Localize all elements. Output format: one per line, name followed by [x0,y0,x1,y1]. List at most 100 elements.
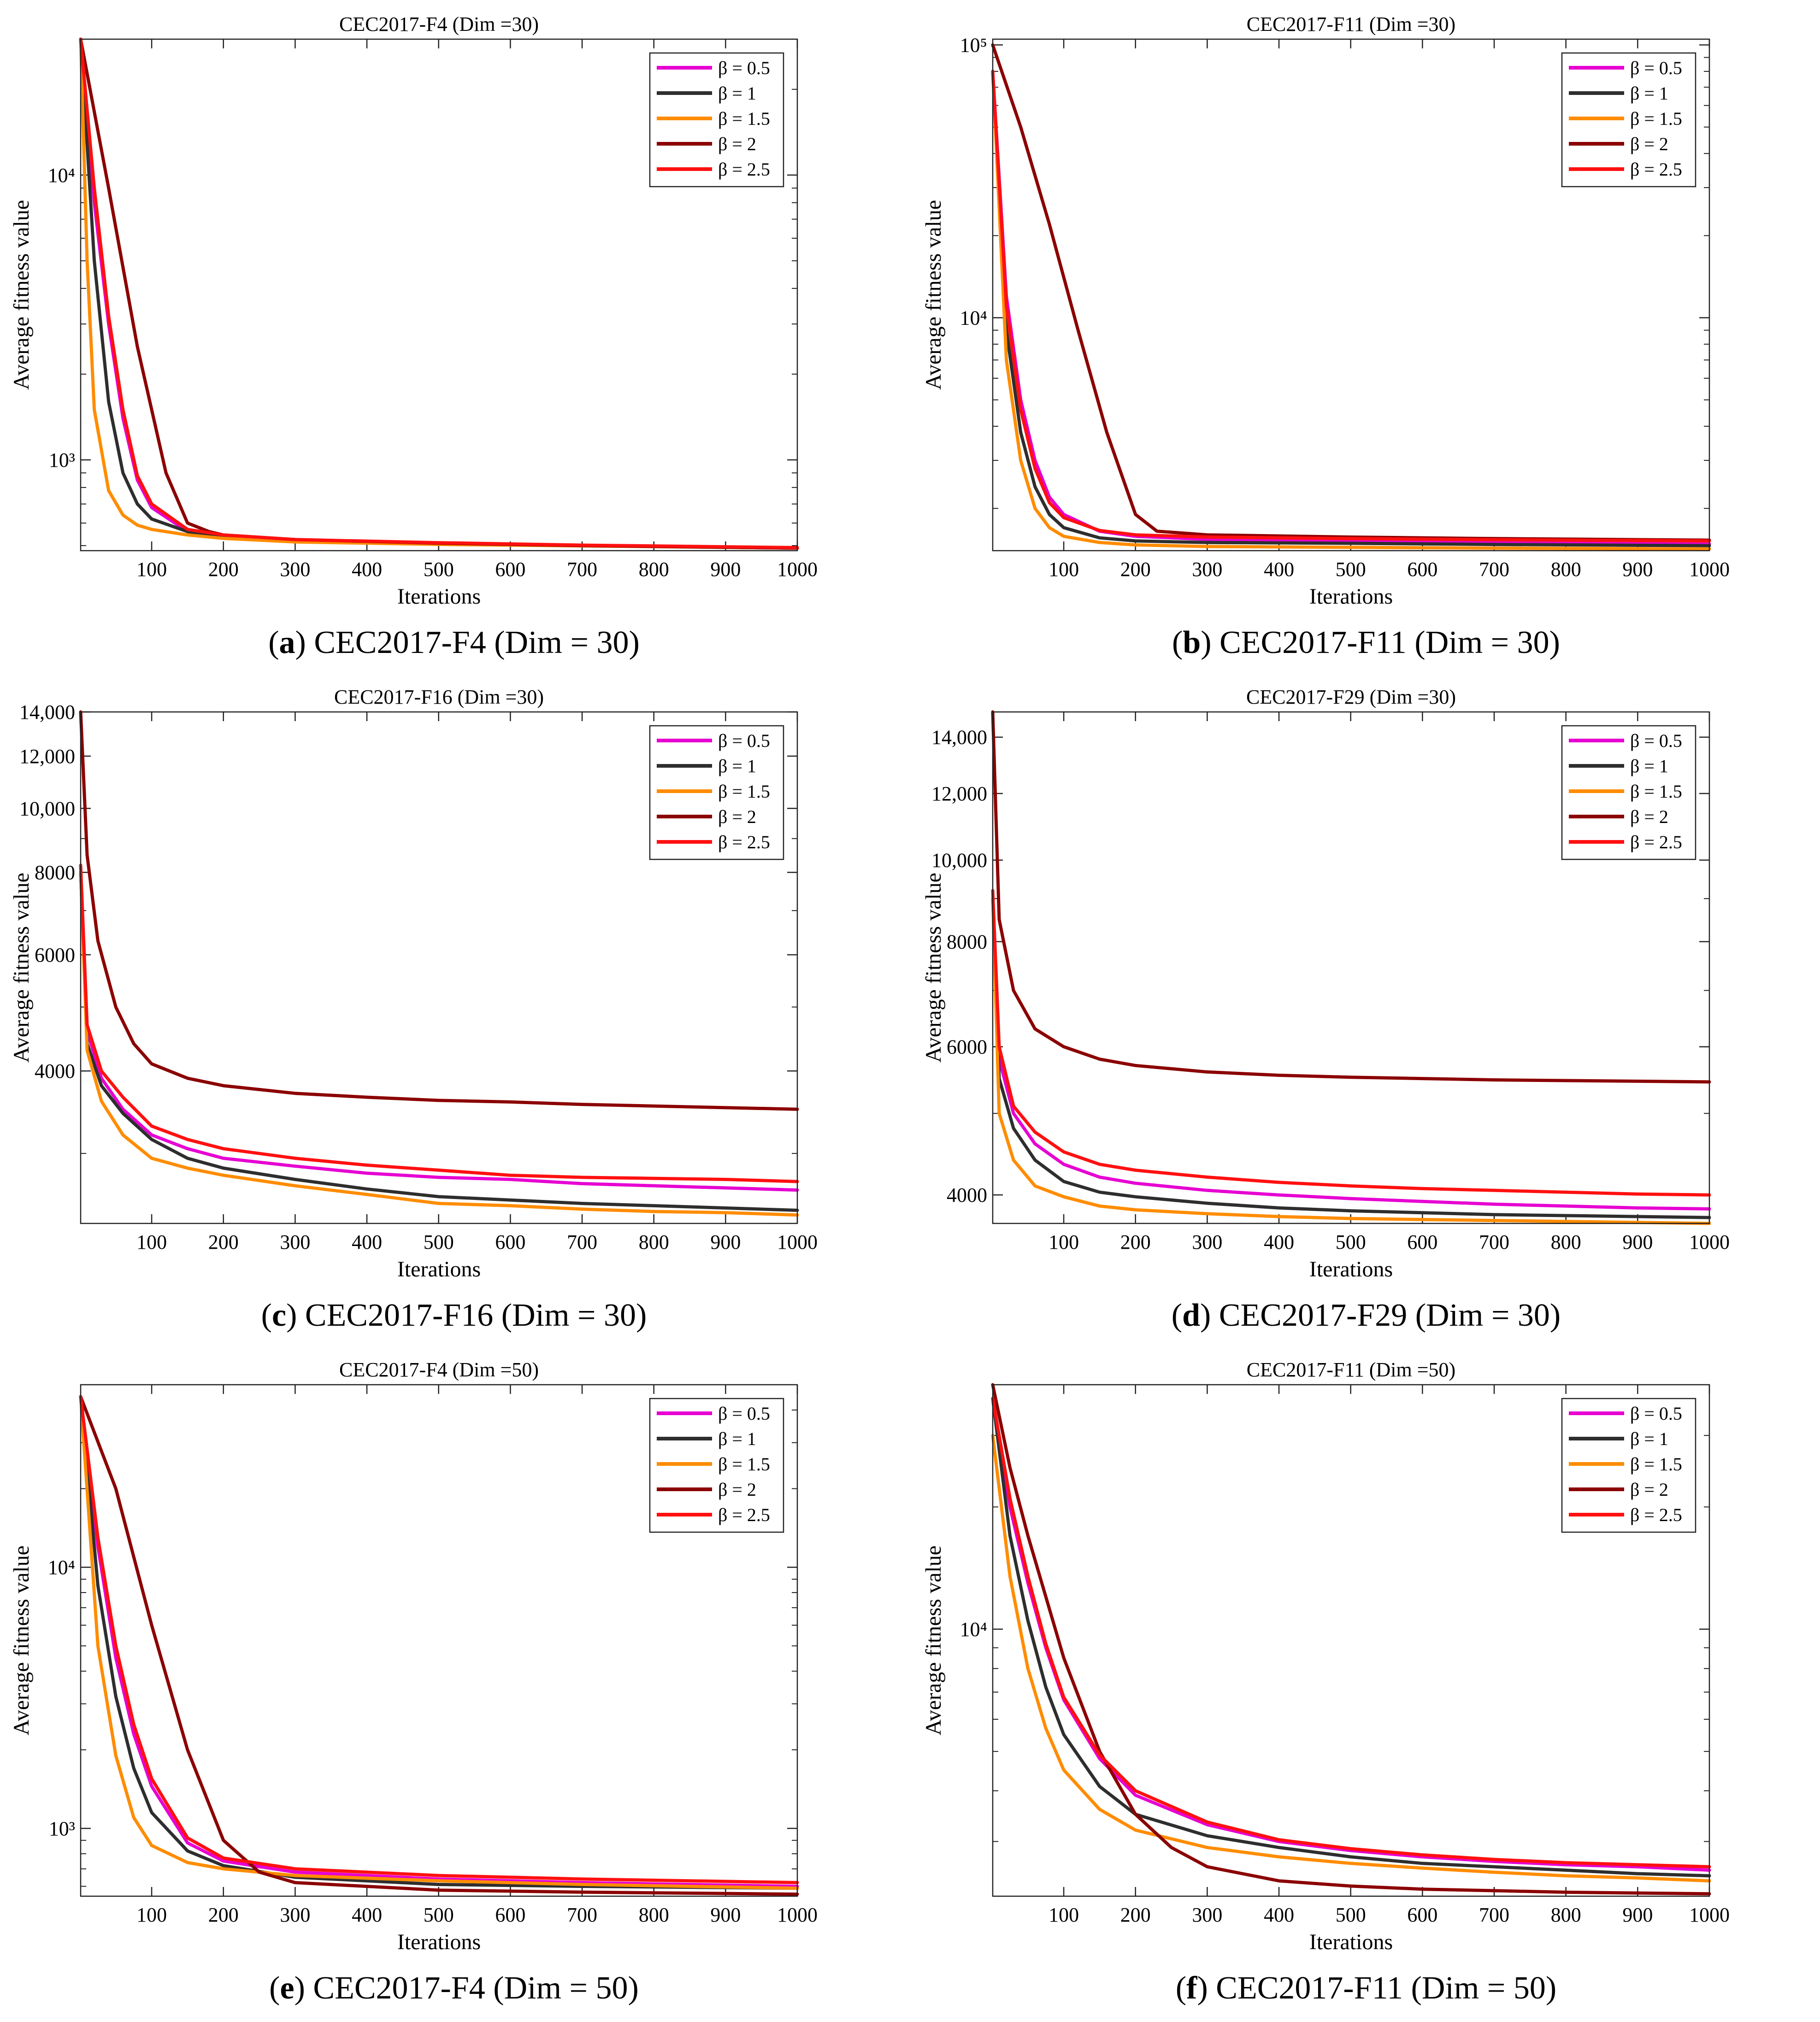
legend-label: β = 2.5 [1630,832,1682,852]
x-tick-label: 800 [639,1904,669,1926]
x-tick-label: 900 [710,558,741,581]
x-axis-label: Iterations [1309,584,1393,609]
x-axis-label: Iterations [1309,1930,1393,1954]
x-tick-label: 500 [1336,1231,1366,1253]
series-line-3 [991,70,1711,551]
x-tick-label: 700 [567,1231,597,1253]
x-tick-label: 700 [1479,1231,1509,1253]
x-tick-label: 100 [1048,558,1079,581]
legend-label: β = 0.5 [718,1403,770,1424]
x-tick-label: 500 [1336,1904,1366,1926]
series-line-5 [79,37,799,549]
caption-b: (b) CEC2017-F11 (Dim = 30) [1172,625,1560,660]
x-tick-label: 1000 [777,558,818,581]
y-axis-label: Average fitness value [9,200,34,390]
legend-label: β = 2 [1630,134,1668,154]
plot-frame [80,711,798,1224]
chart-e: CEC2017-F4 (Dim =50) 10³ 10⁴ 100 200 300 400 50… [9,1358,818,1954]
x-tick-label: 1000 [1689,1231,1730,1253]
series-line-3 [79,1395,799,1890]
series-line-5 [79,1395,799,1884]
x-tick-label: 400 [1264,558,1294,581]
y-tick-label: 12,000 [19,745,75,768]
legend-label: β = 1.5 [1630,108,1682,129]
y-tick-label: 12,000 [931,782,987,805]
legend-label: β = 1 [718,756,756,776]
x-tick-label: 400 [1264,1904,1294,1926]
series-line-3 [79,870,799,1217]
plot-frame [992,711,1710,1224]
x-tick-label: 300 [1192,558,1222,581]
series-line-4 [79,1395,799,1896]
panel-a: CEC2017-F4 (Dim =30) 10³ 10⁴ 100 200 300 400 50… [0,0,908,673]
x-tick-label: 1000 [1689,558,1730,581]
y-tick-label: 10³ [49,1817,75,1840]
chart-a: CEC2017-F4 (Dim =30) 10³ 10⁴ 100 200 300 400 50… [9,13,818,609]
chart-f: CEC2017-F11 (Dim =50) 10⁴ 100 200 300 400 500 6… [921,1358,1730,1954]
series-line-2 [991,70,1711,547]
x-tick-label: 900 [1622,558,1653,581]
panel-c: CEC2017-F16 (Dim =30) 4000 6000 8000 10,000 1… [0,673,908,1346]
chart-b: CEC2017-F11 (Dim =30) 10⁴ 10⁵ 100 200 300 400 5… [921,13,1730,609]
legend-label: β = 1.5 [718,108,770,129]
series-line-2 [991,1397,1711,1878]
y-tick-label: 6000 [947,1036,987,1058]
y-tick-label: 8000 [947,930,987,953]
series-line-4 [79,710,799,1111]
y-axis-label: Average fitness value [921,1546,946,1735]
x-tick-label: 300 [280,558,310,581]
x-tick-label: 200 [208,558,239,581]
x-tick-label: 600 [1407,558,1437,581]
x-tick-label: 800 [639,558,669,581]
legend-label: β = 2 [718,806,756,827]
x-tick-label: 700 [567,558,597,581]
x-tick-label: 400 [352,1904,382,1926]
legend: β = 0.5 β = 1 β = 1.5 β = 2 β = 2.5 [1561,1398,1696,1533]
x-tick-label: 1000 [777,1231,818,1253]
legend: β = 0.5 β = 1 β = 1.5 β = 2 β = 2.5 [649,1398,784,1533]
series-line-4 [991,710,1711,1084]
x-tick-label: 800 [1551,1231,1581,1253]
x-tick-label: 900 [710,1231,741,1253]
caption-a: (a) CEC2017-F4 (Dim = 30) [268,625,640,660]
x-axis-label: Iterations [397,1930,481,1954]
legend: β = 0.5 β = 1 β = 1.5 β = 2 β = 2.5 [1561,52,1696,188]
x-tick-label: 500 [1336,558,1366,581]
x-tick-label: 600 [1407,1904,1437,1926]
y-tick-label: 10⁴ [960,307,987,329]
legend-label: β = 1 [1630,1428,1668,1449]
panel-d: CEC2017-F29 (Dim =30) 4000 6000 8000 10,000 1… [912,673,1820,1346]
caption-d: (d) CEC2017-F29 (Dim = 30) [1171,1298,1561,1333]
caption-f: (f) CEC2017-F11 (Dim = 50) [1175,1970,1557,2006]
x-tick-label: 900 [1622,1904,1653,1926]
legend-label: β = 1.5 [1630,781,1682,802]
legend-label: β = 1.5 [718,781,770,802]
y-tick-label: 10⁴ [48,164,75,187]
plot-frame [992,38,1710,552]
y-axis-label: Average fitness value [9,1546,34,1735]
x-tick-label: 900 [710,1904,741,1926]
x-tick-label: 400 [352,1231,382,1253]
x-tick-label: 200 [208,1904,239,1926]
x-axis-label: Iterations [397,1257,481,1281]
x-tick-label: 200 [1120,558,1151,581]
legend-label: β = 2 [718,134,756,154]
legend-label: β = 2 [1630,806,1668,827]
y-tick-label: 8000 [35,861,75,884]
legend-label: β = 1 [1630,756,1668,776]
legend-label: β = 2.5 [718,1505,770,1525]
legend-label: β = 2.5 [718,159,770,180]
legend-label: β = 2.5 [1630,159,1682,180]
chart-title: CEC2017-F16 (Dim =30) [334,686,544,708]
chart-title: CEC2017-F4 (Dim =30) [339,13,539,35]
legend: β = 0.5 β = 1 β = 1.5 β = 2 β = 2.5 [1561,725,1696,860]
y-tick-label: 6000 [35,944,75,966]
legend-label: β = 1 [718,83,756,104]
y-axis-label: Average fitness value [9,873,34,1063]
y-tick-label: 4000 [35,1060,75,1082]
plot-frame [992,1384,1710,1897]
legend-label: β = 2.5 [718,832,770,852]
series-line-2 [79,1395,799,1890]
chart-title: CEC2017-F4 (Dim =50) [339,1358,539,1381]
y-tick-label: 10⁵ [960,34,987,57]
